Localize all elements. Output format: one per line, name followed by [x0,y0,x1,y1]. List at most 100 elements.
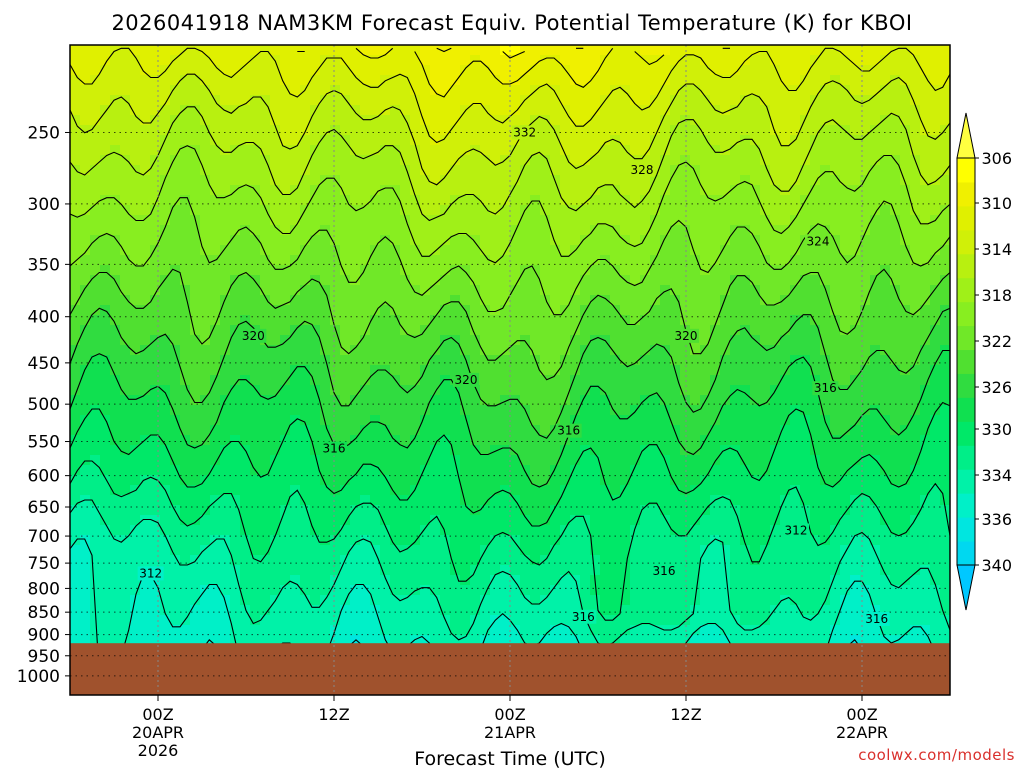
field-cell [210,385,221,396]
field-cell [700,565,711,576]
field-cell [430,325,441,336]
field-cell [240,375,251,386]
field-cell [180,395,191,406]
field-cell [440,605,451,616]
field-cell [830,575,841,586]
field-cell [810,215,821,226]
field-cell [320,95,331,106]
field-cell [450,95,461,106]
field-cell [650,555,661,566]
field-cell [530,615,541,626]
field-cell [80,165,91,176]
field-cell [260,165,271,176]
field-cell [130,615,141,626]
field-cell [70,505,81,516]
field-cell [740,205,751,216]
field-cell [640,425,651,436]
field-cell [660,365,671,376]
field-cell [630,85,641,96]
field-cell [770,95,781,106]
field-cell [160,415,171,426]
field-cell [490,415,501,426]
field-cell [240,545,251,556]
field-cell [470,345,481,356]
field-cell [280,445,291,456]
field-cell [750,575,761,586]
field-cell [620,625,631,636]
field-cell [440,595,451,606]
field-cell [760,335,771,346]
field-cell [670,145,681,156]
field-cell [250,635,261,646]
field-cell [550,525,561,536]
field-cell [120,335,131,346]
field-cell [80,615,91,626]
field-cell [290,75,301,86]
field-cell [110,445,121,456]
field-cell [80,285,91,296]
field-cell [290,265,301,276]
field-cell [650,185,661,196]
field-cell [690,635,701,646]
field-cell [470,435,481,446]
field-cell [320,525,331,536]
field-cell [730,95,741,106]
field-cell [310,115,321,126]
field-cell [100,595,111,606]
field-cell [590,455,601,466]
field-cell [430,265,441,276]
field-cell [780,545,791,556]
field-cell [130,135,141,146]
field-cell [630,155,641,166]
field-cell [560,255,571,266]
field-cell [600,225,611,236]
field-cell [500,345,511,356]
field-cell [230,225,241,236]
field-cell [710,185,721,196]
field-cell [560,55,571,66]
field-cell [570,505,581,516]
field-cell [390,605,401,616]
field-cell [650,325,661,336]
field-cell [460,585,471,596]
field-cell [130,495,141,506]
field-cell [70,55,81,66]
field-cell [210,545,221,556]
field-cell [770,525,781,536]
field-cell [570,125,581,136]
field-cell [600,315,611,326]
field-cell [70,145,81,156]
field-cell [240,625,251,636]
field-cell [680,245,691,256]
field-cell [560,475,571,486]
field-cell [590,195,601,206]
field-cell [190,385,201,396]
field-cell [540,165,551,176]
field-cell [670,215,681,226]
field-cell [300,265,311,276]
field-cell [340,105,351,116]
field-cell [440,405,451,416]
field-cell [820,555,831,566]
field-cell [180,345,191,356]
field-cell [450,255,461,266]
field-cell [510,475,521,486]
field-cell [800,515,811,526]
field-cell [680,55,691,66]
field-cell [810,255,821,266]
field-cell [370,315,381,326]
field-cell [670,515,681,526]
field-cell [720,515,731,526]
field-cell [200,285,211,296]
field-cell [80,595,91,606]
field-cell [270,225,281,236]
field-cell [690,435,701,446]
field-cell [510,165,521,176]
field-cell [510,365,521,376]
field-cell [510,515,521,526]
field-cell [360,365,371,376]
field-cell [300,65,311,76]
field-cell [330,215,341,226]
field-cell [270,155,281,166]
field-cell [810,585,821,596]
